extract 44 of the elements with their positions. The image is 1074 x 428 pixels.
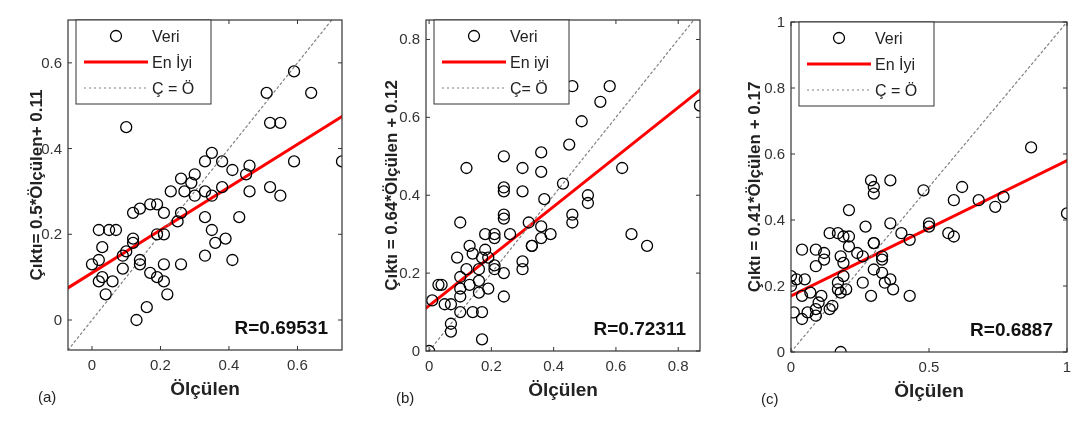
legend-label: Veri <box>875 30 903 47</box>
x-axis-title: Ölçülen <box>528 379 598 400</box>
x-tick-label: 1 <box>1062 358 1072 375</box>
y-tick-label: 0.4 <box>399 186 420 204</box>
y-tick-label: 0.6 <box>399 108 420 126</box>
text: (b) <box>396 389 415 406</box>
legend-label: Veri <box>152 28 180 45</box>
annotation: R=0.6887 <box>970 319 1053 340</box>
y-tick-label: 0.6 <box>41 53 62 71</box>
x-tick-label: 0.8 <box>667 357 689 374</box>
legend-label: Ç = Ö <box>875 82 918 99</box>
text: (a) <box>38 388 57 405</box>
legend-label: En İyi <box>152 53 193 71</box>
x-tick-label: 0.6 <box>287 356 308 373</box>
y-tick-label: 0 <box>53 311 62 328</box>
y-tick-label: 0 <box>411 342 420 359</box>
y-tick-label: 0.4 <box>764 211 785 228</box>
x-tick-label: 0.5 <box>918 358 940 375</box>
x-axis-title: Ölçülen <box>894 380 964 401</box>
annotation: R=0.69531 <box>234 317 329 338</box>
y-tick-label: 1 <box>776 13 785 30</box>
annotation: R=0.72311 <box>593 318 687 339</box>
x-tick-label: 0.2 <box>480 357 502 374</box>
x-axis-title: Ölçülen <box>170 378 240 399</box>
x-tick-label: 0.6 <box>605 357 627 374</box>
x-tick-label: 0.4 <box>543 357 565 374</box>
y-tick-label: 0.6 <box>764 145 785 162</box>
legend-label: En İyi <box>875 55 916 73</box>
y-tick-label: 0.8 <box>764 79 785 96</box>
legend-label: Ç= Ö <box>510 80 548 97</box>
y-tick-label: 0 <box>776 343 785 360</box>
x-tick-label: 0.2 <box>150 356 171 373</box>
legend-label: Veri <box>510 28 538 45</box>
y-axis-title: Çıktı = 0.64*Ölçülen + 0.12 <box>382 80 401 291</box>
x-tick-label: 0 <box>87 356 97 373</box>
legend-label: En iyi <box>510 54 550 71</box>
y-tick-label: 0.8 <box>399 30 420 48</box>
legend-label: Ç = Ö <box>152 80 195 97</box>
y-axis-title: Çıktı = 0.41*Ölçülen + 0.17 <box>745 81 764 293</box>
y-tick-label: 0.2 <box>764 277 785 294</box>
y-tick-label: 0.2 <box>399 264 420 282</box>
x-tick-label: 0 <box>424 357 434 374</box>
x-tick-label: 0.4 <box>218 356 240 373</box>
text: (c) <box>761 390 779 407</box>
